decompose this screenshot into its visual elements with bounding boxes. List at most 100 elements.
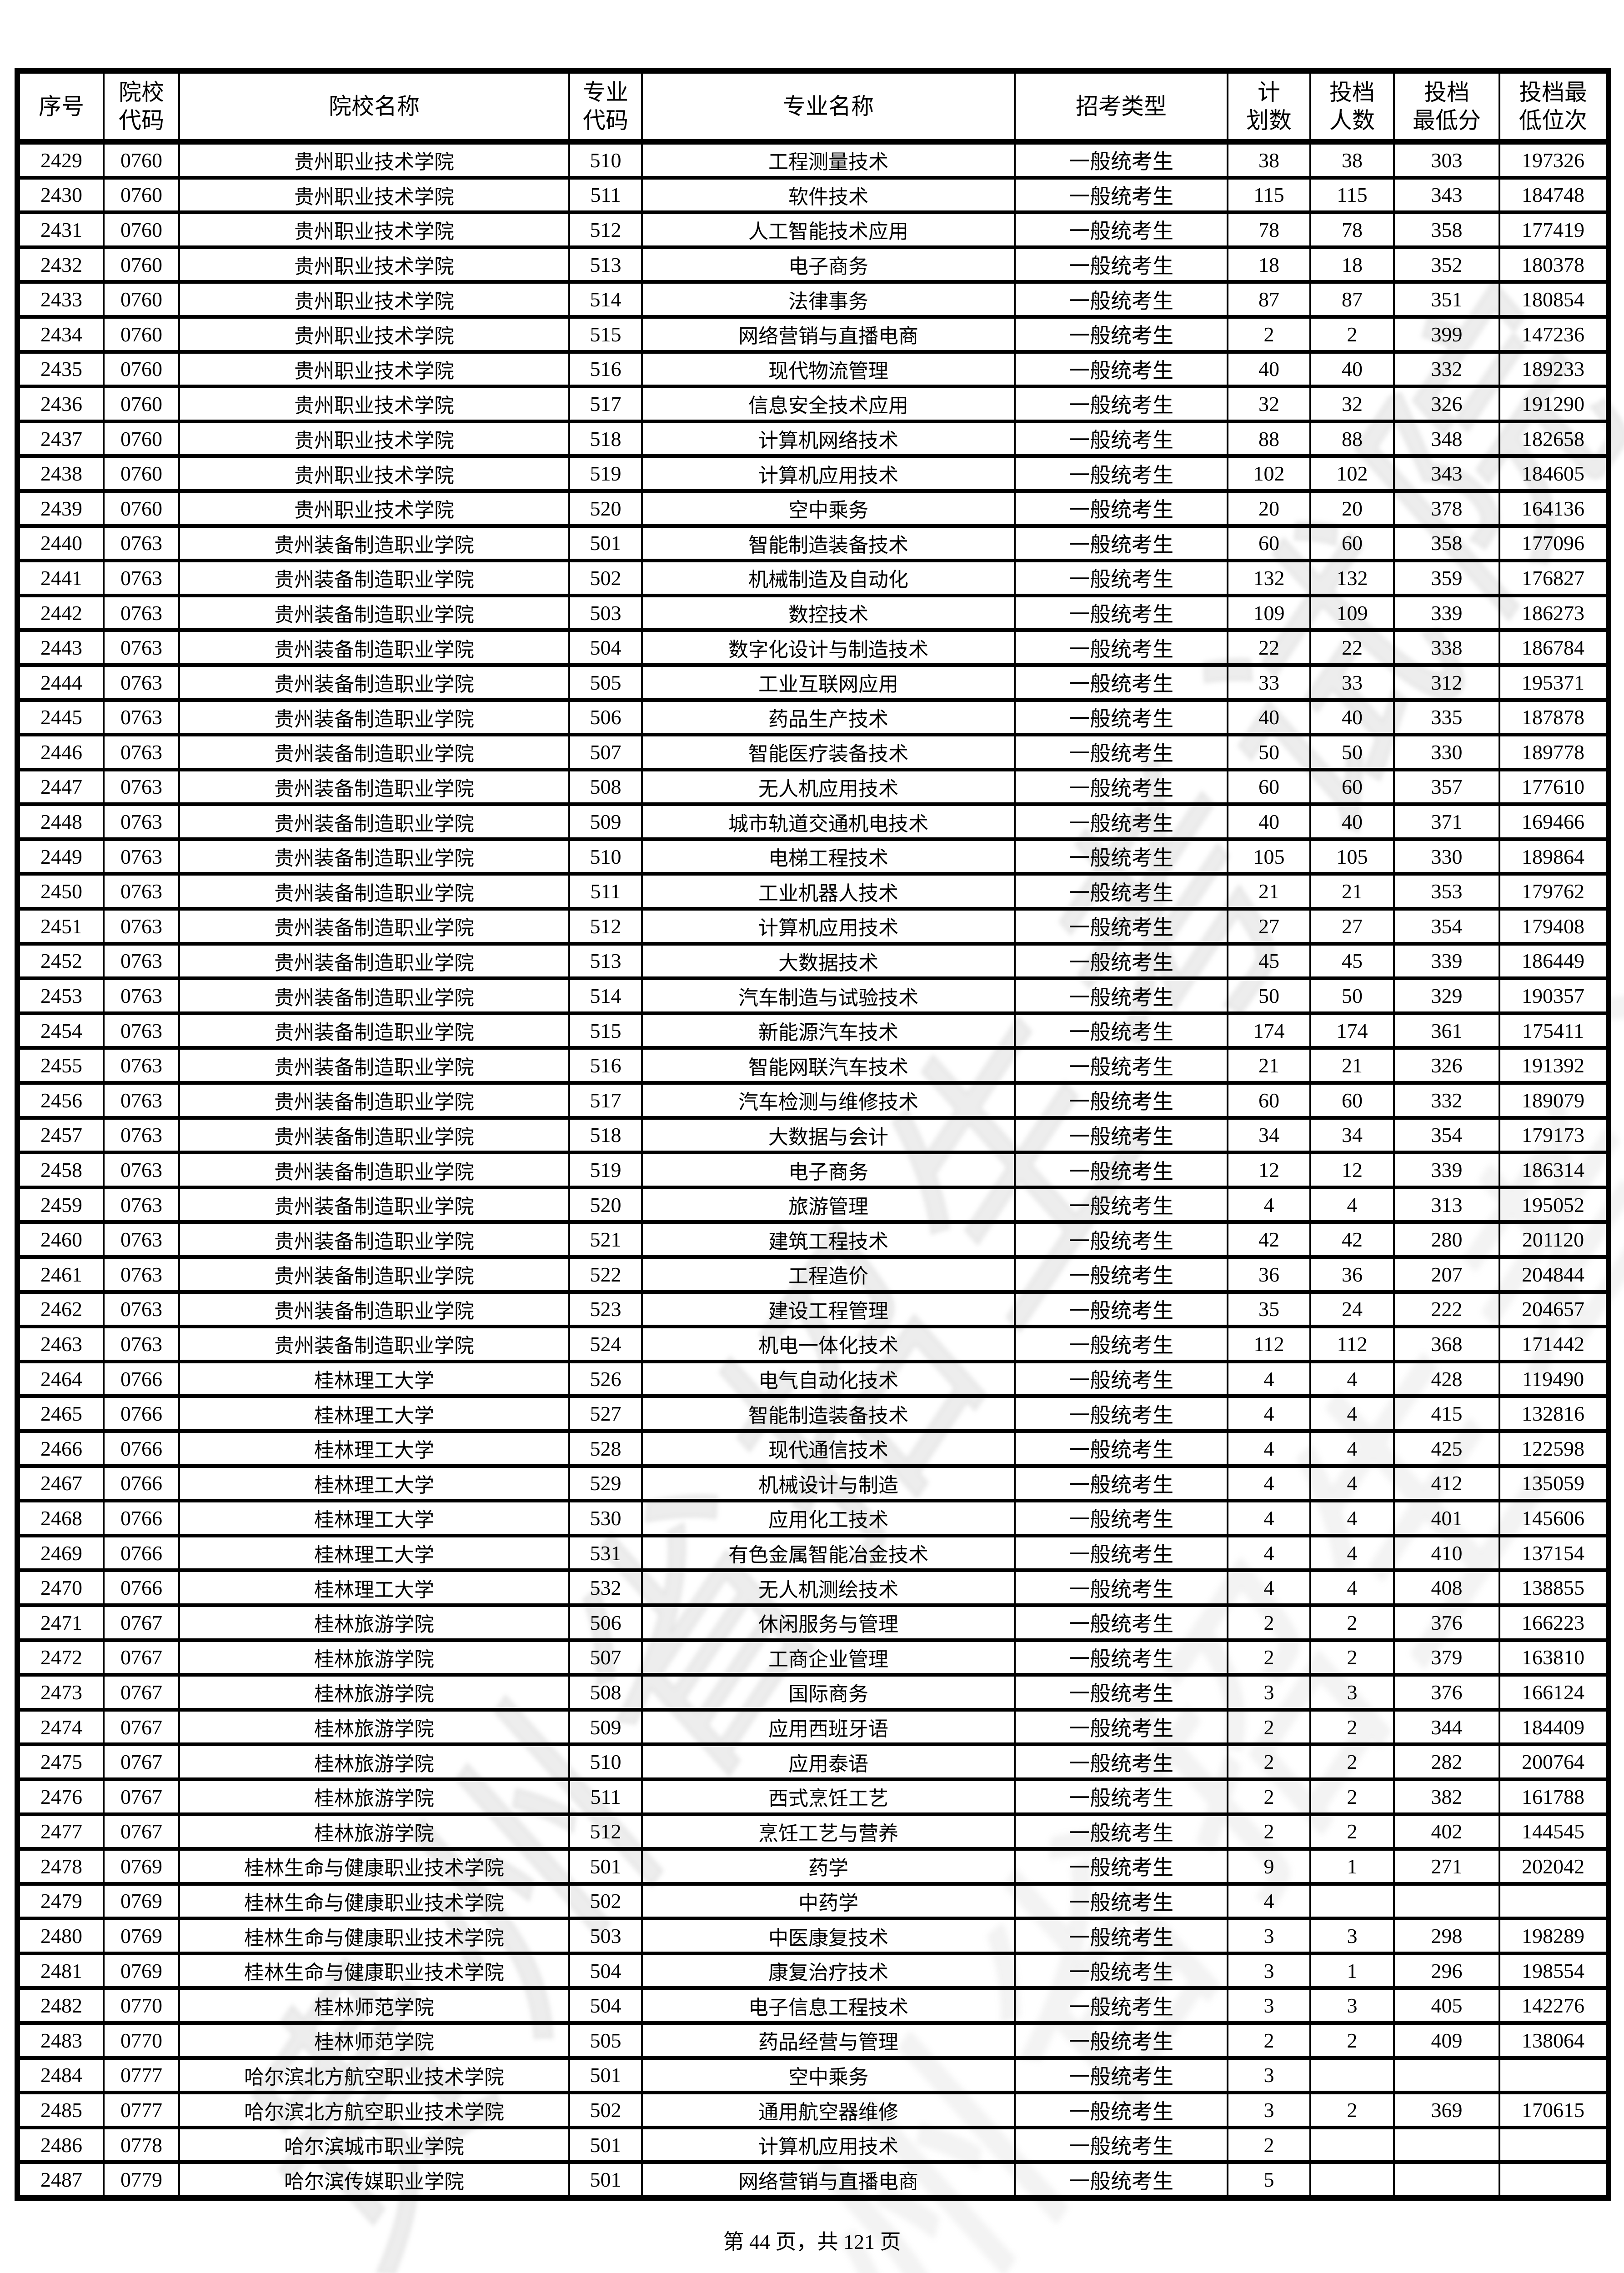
- table-cell: 4: [1309, 1499, 1395, 1537]
- table-row: 2450 0763 贵州装备制造职业学院 511 工业机器人技术 一般统考生 21 21 353…: [16, 872, 1609, 911]
- table-row: 2480 0769 桂林生命与健康职业技术学院 503 中医康复技术 一般统考生 3 3 298…: [16, 1917, 1609, 1955]
- table-cell: 163810: [1499, 1638, 1609, 1677]
- table-row: 2439 0760 贵州职业技术学院 520 空中乘务 一般统考生 20 20 378 16413…: [16, 489, 1609, 528]
- table-cell: 智能制造装备技术: [641, 1394, 1016, 1433]
- table-cell: 298: [1393, 1917, 1500, 1955]
- column-header-school-name: 院校名称: [178, 69, 570, 145]
- table-cell: 21: [1309, 1046, 1395, 1085]
- table-cell: 一般统考生: [1014, 628, 1228, 667]
- table-row: 2472 0767 桂林旅游学院 507 工商企业管理 一般统考生 2 2 379 163810: [16, 1638, 1609, 1677]
- table-cell: 504: [568, 1986, 643, 2025]
- table-cell: 177419: [1499, 210, 1609, 249]
- table-cell: 312: [1393, 663, 1500, 702]
- table-row: 2435 0760 贵州职业技术学院 516 现代物流管理 一般统考生 40 40 332 189…: [16, 350, 1609, 389]
- table-cell: 贵州职业技术学院: [178, 385, 570, 423]
- table-cell: 508: [568, 1673, 643, 1712]
- table-cell: 518: [568, 1116, 643, 1155]
- table-cell: 桂林理工大学: [178, 1464, 570, 1503]
- table-row: 2442 0763 贵州装备制造职业学院 503 数控技术 一般统考生 109 109 339 1…: [16, 593, 1609, 632]
- table-cell: 0766: [103, 1533, 180, 1572]
- table-cell: 一般统考生: [1014, 907, 1228, 946]
- table-cell: 贵州装备制造职业学院: [178, 1081, 570, 1120]
- table-cell: 60: [1227, 1081, 1311, 1120]
- table-cell: 40: [1309, 350, 1395, 389]
- table-cell: 20: [1227, 489, 1311, 528]
- table-row: 2460 0763 贵州装备制造职业学院 521 建筑工程技术 一般统考生 42 42 280 2…: [16, 1220, 1609, 1259]
- table-cell: 贵州职业技术学院: [178, 245, 570, 284]
- table-cell: 2438: [16, 454, 105, 493]
- table-cell: 0766: [103, 1464, 180, 1503]
- admission-score-table: 序号 院校 代码 院校名称 专业 代码 专业名称 招考类型 计 划数 投档 人数…: [15, 68, 1611, 2201]
- table-cell: 0770: [103, 1986, 180, 2025]
- table-cell: 516: [568, 350, 643, 389]
- table-cell: 一般统考生: [1014, 1568, 1228, 1607]
- table-cell: 189233: [1499, 350, 1609, 389]
- table-cell: 一般统考生: [1014, 280, 1228, 319]
- table-cell: 桂林生命与健康职业技术学院: [178, 1917, 570, 1955]
- table-cell: 330: [1393, 837, 1500, 876]
- table-cell: 桂林旅游学院: [178, 1812, 570, 1851]
- table-cell: 358: [1393, 210, 1500, 249]
- table-cell: 177096: [1499, 524, 1609, 563]
- table-cell: 528: [568, 1429, 643, 1468]
- table-cell: 40: [1309, 802, 1395, 841]
- table-row: 2448 0763 贵州装备制造职业学院 509 城市轨道交通机电技术 一般统考生 40 40…: [16, 802, 1609, 841]
- table-cell: 2: [1227, 1777, 1311, 1816]
- table-cell: 511: [568, 1777, 643, 1816]
- table-cell: 502: [568, 2091, 643, 2129]
- table-cell: 新能源汽车技术: [641, 1011, 1016, 1050]
- table-cell: 一般统考生: [1014, 593, 1228, 632]
- table-cell: 2473: [16, 1673, 105, 1712]
- table-cell: 401: [1393, 1499, 1500, 1537]
- table-cell: 贵州职业技术学院: [178, 419, 570, 458]
- table-row: 2463 0763 贵州装备制造职业学院 524 机电一体化技术 一般统考生 112 112 3…: [16, 1325, 1609, 1363]
- table-cell: 一般统考生: [1014, 1116, 1228, 1155]
- table-cell: [1309, 1882, 1395, 1921]
- table-cell: 贵州装备制造职业学院: [178, 1220, 570, 1259]
- table-cell: 0760: [103, 140, 180, 180]
- table-cell: 4: [1227, 1464, 1311, 1503]
- table-cell: 一般统考生: [1014, 1359, 1228, 1398]
- table-cell: 3: [1227, 1673, 1311, 1712]
- table-cell: 408: [1393, 1568, 1500, 1607]
- table-cell: 0763: [103, 733, 180, 771]
- table-cell: 2466: [16, 1429, 105, 1468]
- table-cell: 338: [1393, 628, 1500, 667]
- table-cell: 0767: [103, 1638, 180, 1677]
- table-cell: 87: [1227, 280, 1311, 319]
- table-cell: [1309, 2160, 1395, 2200]
- column-header-seq: 序号: [16, 69, 105, 145]
- table-cell: 0770: [103, 2021, 180, 2060]
- table-cell: 115: [1309, 175, 1395, 215]
- table-row: 2482 0770 桂林师范学院 504 电子信息工程技术 一般统考生 3 3 405 14227…: [16, 1986, 1609, 2025]
- table-cell: 504: [568, 1951, 643, 1990]
- table-cell: 135059: [1499, 1464, 1609, 1503]
- table-cell: 3: [1227, 2091, 1311, 2129]
- table-cell: 2: [1227, 1638, 1311, 1677]
- table-cell: 354: [1393, 907, 1500, 946]
- table-cell: 506: [568, 1603, 643, 1642]
- table-cell: 197326: [1499, 140, 1609, 180]
- table-cell: 184748: [1499, 175, 1609, 215]
- table-cell: 2433: [16, 280, 105, 319]
- table-cell: 无人机应用技术: [641, 767, 1016, 806]
- table-cell: 191290: [1499, 385, 1609, 423]
- table-cell: 343: [1393, 454, 1500, 493]
- table-cell: 271: [1393, 1847, 1500, 1886]
- table-row: 2441 0763 贵州装备制造职业学院 502 机械制造及自动化 一般统考生 132 132…: [16, 559, 1609, 597]
- table-cell: 530: [568, 1499, 643, 1537]
- table-cell: 一般统考生: [1014, 1812, 1228, 1851]
- table-cell: 0763: [103, 1220, 180, 1259]
- table-cell: [1393, 2056, 1500, 2095]
- table-cell: 一般统考生: [1014, 454, 1228, 493]
- table-cell: 303: [1393, 140, 1500, 180]
- table-cell: 0767: [103, 1707, 180, 1747]
- table-cell: 344: [1393, 1707, 1500, 1747]
- table-cell: 一般统考生: [1014, 767, 1228, 806]
- table-row: 2464 0766 桂林理工大学 526 电气自动化技术 一般统考生 4 4 428 119490: [16, 1359, 1609, 1398]
- table-cell: 4: [1309, 1185, 1395, 1224]
- table-cell: 一般统考生: [1014, 1533, 1228, 1572]
- table-cell: 353: [1393, 872, 1500, 911]
- table-cell: 2: [1309, 1777, 1395, 1816]
- table-cell: 119490: [1499, 1359, 1609, 1398]
